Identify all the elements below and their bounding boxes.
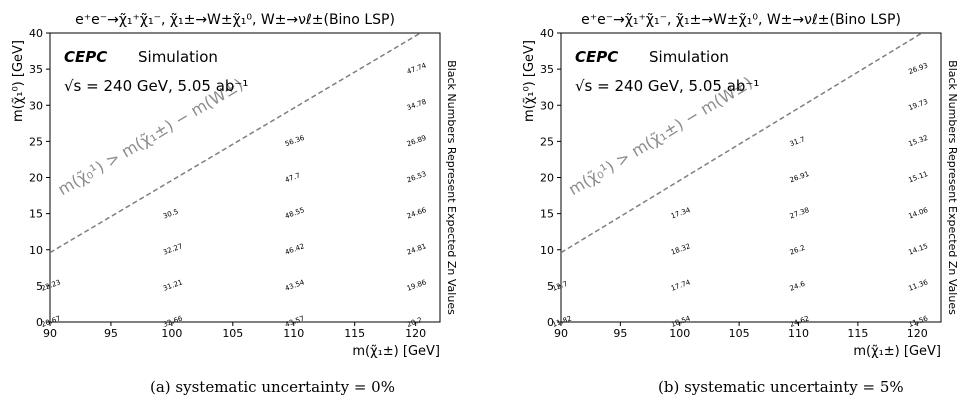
x-tick-label: 100 <box>669 327 690 340</box>
y-tick-label: 30 <box>29 99 43 112</box>
experiment-label: CEPC <box>64 48 107 66</box>
y-tick-label: 10 <box>540 244 554 257</box>
y-tick-label: 5 <box>547 280 554 293</box>
chart-title: e⁺e⁻→χ̃₁⁺χ̃₁⁻, χ̃₁±→W±χ̃₁⁰, W±→νℓ±(Bino … <box>75 12 395 28</box>
zn-value-label: 26.53 <box>406 170 428 184</box>
zn-value-label: 31.7 <box>789 135 806 148</box>
kinematic-limit-line <box>561 33 923 254</box>
y-axis-label: m(χ̃₁⁰) [GeV] <box>11 40 26 122</box>
zn-value-label: 24.6 <box>789 280 807 293</box>
zn-value-label: 15.11 <box>907 170 929 184</box>
zn-value-label: 56.36 <box>284 134 306 149</box>
x-tick-label: 120 <box>907 327 928 340</box>
simulation-label: Simulation <box>649 48 729 66</box>
y-tick-label: 5 <box>36 280 43 293</box>
y-tick-label: 15 <box>540 208 554 221</box>
x-tick-label: 115 <box>847 327 868 340</box>
y-tick-label: 15 <box>29 208 43 221</box>
y-tick-label: 10 <box>29 244 43 257</box>
y-axis-label: m(χ̃₁⁰) [GeV] <box>522 40 537 122</box>
zn-value-label: 24.66 <box>406 206 428 221</box>
x-tick-label: 105 <box>729 327 750 340</box>
x-tick-label: 110 <box>283 327 304 340</box>
zn-value-label: 32.27 <box>162 242 184 256</box>
zn-value-label: 19.86 <box>406 278 428 293</box>
chart-panel-b: 90 95 100 105 110 115 1200510152025303540m(χ̃₀… <box>522 12 959 396</box>
x-axis-label: m(χ̃₁±) [GeV] <box>853 344 941 359</box>
y-tick-label: 0 <box>36 316 43 329</box>
zn-value-label: 17.74 <box>670 278 692 293</box>
experiment-label: CEPC <box>575 48 618 66</box>
x-tick-label: 105 <box>222 327 243 340</box>
zn-value-label: 17.34 <box>670 206 692 221</box>
y-tick-label: 0 <box>547 316 554 329</box>
zn-value-label: 30.5 <box>162 208 179 221</box>
zn-value-label: 48.55 <box>284 206 306 220</box>
y-tick-label: 20 <box>29 172 43 185</box>
figure-caption: (a) systematic uncertainty = 0% <box>150 378 395 396</box>
x-tick-label: 120 <box>405 327 426 340</box>
simulation-label: Simulation <box>138 48 218 66</box>
y-tick-label: 35 <box>29 63 43 76</box>
x-tick-label: 110 <box>788 327 809 340</box>
zn-value-label: 14.06 <box>907 206 929 221</box>
zn-value-label: 19.73 <box>907 98 929 112</box>
chart-panel-a: 90 95 100 105 110 115 1200510152025303540m(χ̃₀… <box>11 12 458 396</box>
x-tick-label: 90 <box>554 327 568 340</box>
zn-value-label: 15.32 <box>907 134 929 148</box>
figure-caption: (b) systematic uncertainty = 5% <box>658 378 904 396</box>
x-tick-label: 90 <box>43 327 57 340</box>
zn-value-label: 26.93 <box>907 62 929 76</box>
x-tick-label: 95 <box>104 327 118 340</box>
x-tick-label: 115 <box>344 327 365 340</box>
side-note-label: Black Numbers Represent Expected Zn Valu… <box>445 60 458 315</box>
x-tick-label: 100 <box>161 327 182 340</box>
zn-value-label: 34.78 <box>406 98 428 112</box>
y-tick-label: 30 <box>540 99 554 112</box>
zn-value-label: 46.42 <box>284 242 306 256</box>
zn-value-label: 11.36 <box>907 278 929 293</box>
side-note-label: Black Numbers Represent Expected Zn Valu… <box>946 60 959 315</box>
y-tick-label: 40 <box>29 27 43 40</box>
zn-value-label: 47.7 <box>284 171 301 184</box>
zn-value-label: 47.74 <box>406 61 428 76</box>
y-tick-label: 35 <box>540 63 554 76</box>
zn-value-label: 31.21 <box>162 278 184 292</box>
y-tick-label: 20 <box>540 172 554 185</box>
zn-value-label: 14.15 <box>907 242 929 256</box>
zn-value-label: 18.32 <box>670 242 692 256</box>
y-tick-label: 40 <box>540 27 554 40</box>
zn-value-label: 43.54 <box>284 278 306 293</box>
x-axis-label: m(χ̃₁±) [GeV] <box>352 344 440 359</box>
y-tick-label: 25 <box>540 135 554 148</box>
chart-title: e⁺e⁻→χ̃₁⁺χ̃₁⁻, χ̃₁±→W±χ̃₁⁰, W±→νℓ±(Bino … <box>581 12 901 28</box>
zn-value-label: 22.23 <box>40 278 62 292</box>
y-tick-label: 25 <box>29 135 43 148</box>
zn-value-label: 27.38 <box>789 206 811 220</box>
zn-value-label: 26.91 <box>789 170 811 184</box>
energy-lumi-label: √s = 240 GeV, 5.05 ab⁻¹ <box>575 77 759 95</box>
zn-value-label: 26.89 <box>406 134 428 148</box>
x-tick-label: 95 <box>613 327 627 340</box>
zn-value-label: 26.2 <box>789 244 806 257</box>
zn-value-label: 24.81 <box>406 242 428 256</box>
energy-lumi-label: √s = 240 GeV, 5.05 ab⁻¹ <box>64 77 248 95</box>
